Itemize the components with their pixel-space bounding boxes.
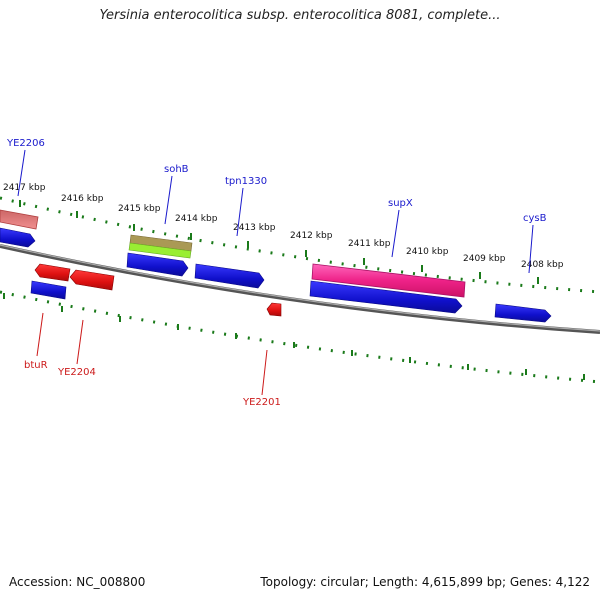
genome-backbone [0, 244, 600, 334]
label-leaders-upper [17, 149, 534, 274]
kbp-label: 2411 kbp [348, 239, 391, 249]
gene-forward[interactable] [126, 252, 189, 277]
gene-label[interactable]: YE2204 [57, 367, 96, 378]
gene-label[interactable]: cysB [523, 213, 547, 224]
gene-forward[interactable] [309, 280, 463, 314]
gene-label[interactable]: YE2206 [6, 138, 45, 149]
kbp-label: 2413 kbp [233, 223, 276, 233]
kbp-label: 2417 kbp [3, 183, 46, 193]
kbp-label: 2410 kbp [406, 247, 449, 257]
gene-tpn1330[interactable] [194, 263, 265, 289]
gene-label[interactable]: sohB [164, 164, 189, 175]
kbp-label: 2412 kbp [290, 231, 333, 241]
gene-label[interactable]: btuR [24, 360, 48, 371]
gene-label[interactable]: YE2201 [242, 397, 281, 408]
kbp-label: 2409 kbp [463, 254, 506, 264]
gene-ye2204[interactable] [69, 269, 115, 291]
kbp-label: 2408 kbp [521, 260, 564, 270]
gene-forward[interactable] [0, 227, 36, 248]
kbp-label: 2415 kbp [118, 204, 161, 214]
kbp-label: 2414 kbp [175, 214, 218, 224]
gene-label[interactable]: tpn1330 [225, 176, 267, 187]
label-leaders-lower [36, 312, 268, 396]
gene-forward[interactable] [30, 280, 67, 300]
topology-summary: Topology: circular; Length: 4,615,899 bp… [260, 575, 590, 589]
map-title: Yersinia enterocolitica subsp. enterocol… [99, 8, 501, 23]
accession-text: Accession: NC_008800 [9, 575, 146, 589]
outer-ruler-major-ticks [19, 200, 539, 284]
kbp-label: 2416 kbp [61, 194, 104, 204]
gene-cysb[interactable] [494, 303, 552, 323]
gene-sohb-band2[interactable] [128, 242, 192, 259]
gene-ye2201[interactable] [266, 302, 282, 317]
gene-btur[interactable] [34, 263, 71, 282]
gene-supx[interactable] [311, 263, 466, 298]
gene-label[interactable]: supX [388, 198, 413, 209]
inner-ruler-major-ticks [3, 293, 585, 380]
inner-ruler [0, 290, 600, 384]
gene-ye2206[interactable] [0, 209, 39, 230]
